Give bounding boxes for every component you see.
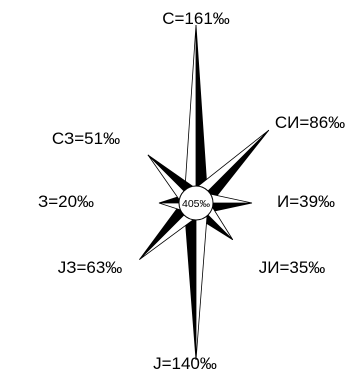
- petal-filled-0: [195, 24, 209, 204]
- direction-label-1: СИ=86‰: [275, 113, 345, 132]
- calm-circle: [178, 185, 214, 221]
- direction-label-0: С=161‰: [162, 9, 230, 28]
- direction-label-6: З=20‰: [38, 192, 94, 211]
- direction-labels: С=161‰ СИ=86‰ И=39‰ JИ=35‰ J=140‰ JЗ=63‰ З=20‰…: [38, 9, 345, 373]
- direction-label-2: И=39‰: [277, 192, 335, 211]
- petal-outline-0: [183, 24, 197, 204]
- petal-outline-4: [195, 202, 209, 361]
- petal-filled-4: [183, 202, 197, 361]
- direction-label-7: СЗ=51‰: [52, 129, 120, 148]
- direction-label-5: JЗ=63‰: [58, 258, 123, 277]
- calm-label: 405‰: [182, 198, 211, 210]
- direction-label-4: J=140‰: [153, 354, 217, 373]
- direction-label-3: JИ=35‰: [259, 258, 326, 277]
